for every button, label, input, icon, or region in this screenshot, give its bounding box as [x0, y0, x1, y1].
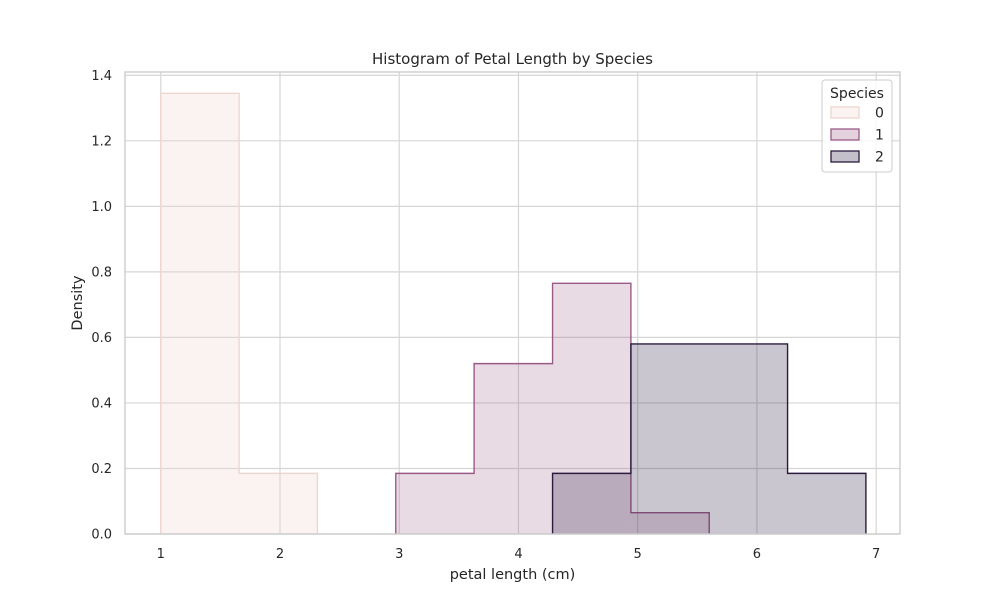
x-tick-label: 7 [872, 547, 880, 562]
y-tick-label: 0.2 [91, 462, 112, 477]
x-axis-label: petal length (cm) [450, 567, 576, 583]
x-tick-label: 4 [514, 547, 522, 562]
histogram-bar [630, 343, 788, 534]
axes-border [124, 71, 901, 535]
y-tick-label: 0.4 [91, 396, 112, 411]
plot-background [125, 72, 900, 534]
legend-swatch [830, 128, 860, 141]
legend-label: 2 [875, 150, 884, 166]
histogram-bar [630, 512, 710, 534]
histogram-outline [395, 282, 710, 534]
legend-frame [821, 79, 893, 173]
y-tick-label: 1.0 [91, 200, 112, 215]
y-tick-labels: 0.0 0.2 0.4 0.6 0.8 1.0 1.2 1.4 [91, 69, 112, 543]
legend-title: Species [830, 86, 884, 102]
x-tick-label: 1 [157, 547, 165, 562]
series-0 [160, 92, 319, 534]
legend-items: 0 1 2 [830, 106, 884, 166]
legend-item-1: 1 [830, 128, 884, 144]
legend-swatch [830, 150, 860, 163]
chart-title: Histogram of Petal Length by Species [372, 50, 653, 68]
y-tick-label: 1.4 [91, 69, 112, 84]
y-tick-label: 0.8 [91, 265, 112, 280]
legend: Species 0 1 2 [821, 79, 893, 173]
histogram-bar [239, 473, 318, 534]
y-tick-label: 0.6 [91, 331, 112, 346]
legend-label: 0 [875, 106, 884, 122]
histogram-bar [474, 363, 553, 534]
x-tick-labels: 1 2 3 4 5 6 7 [157, 547, 881, 562]
histogram-bar [395, 473, 475, 534]
histogram-bar [787, 473, 866, 534]
axes-frame [124, 71, 901, 535]
legend-item-2: 2 [830, 150, 884, 166]
x-tick-label: 6 [753, 547, 761, 562]
y-tick-label: 0.0 [91, 528, 112, 543]
y-axis-label: Density [70, 275, 86, 331]
histogram-bar [552, 473, 631, 534]
histogram-outline [551, 343, 867, 534]
legend-item-0: 0 [830, 106, 884, 122]
legend-label: 1 [875, 128, 884, 144]
x-tick-label: 3 [395, 547, 403, 562]
y-tick-label: 1.2 [91, 134, 112, 149]
series-1 [395, 282, 710, 534]
histogram-bars [160, 92, 867, 534]
legend-swatch [830, 106, 860, 119]
x-tick-label: 5 [634, 547, 642, 562]
series-2 [551, 343, 867, 534]
histogram-bar [552, 283, 631, 534]
x-tick-label: 2 [276, 547, 284, 562]
histogram-outline [160, 92, 319, 534]
histogram-bar [160, 93, 240, 534]
